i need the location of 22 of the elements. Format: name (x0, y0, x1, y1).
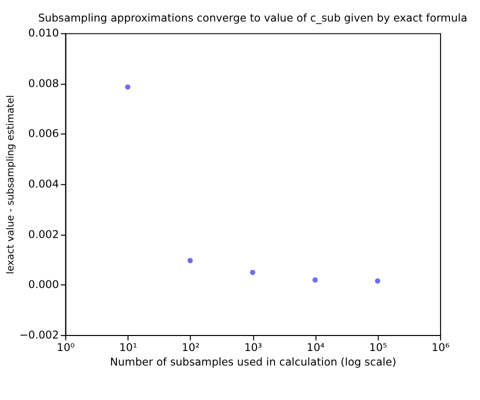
y-tick-label: 0.008 (28, 76, 60, 90)
x-tick-label: 10¹ (119, 341, 138, 354)
y-tick-label: 0.000 (28, 278, 60, 292)
point (374, 278, 380, 284)
y-tick-label: 0.002 (28, 228, 59, 241)
x-tick-label: 10⁴ (306, 341, 325, 354)
x-tick-label: 10² (182, 341, 200, 354)
y-tick-label: −0.002 (19, 328, 59, 342)
x-tick-label: 10⁰ (56, 341, 75, 354)
point (312, 277, 318, 283)
y-tick-label: 0.004 (28, 178, 60, 191)
y-axis-title: lexact value - subsampling estimatel (5, 95, 16, 274)
y-tick-label: 0.006 (28, 127, 60, 140)
x-axis-title: Number of subsamples used in calculation (log scale) (110, 356, 396, 369)
point (125, 84, 130, 90)
x-tick-label: 10³ (244, 341, 262, 354)
x-tick-label: 10⁵ (369, 341, 388, 354)
y-tick-label: 0.010 (28, 26, 60, 40)
chart-title: Subsampling approximations converge to value of c_sub given by exact formula (38, 12, 468, 25)
point (188, 258, 193, 264)
x-tick-label: 10⁶ (432, 341, 450, 354)
point (250, 270, 256, 276)
